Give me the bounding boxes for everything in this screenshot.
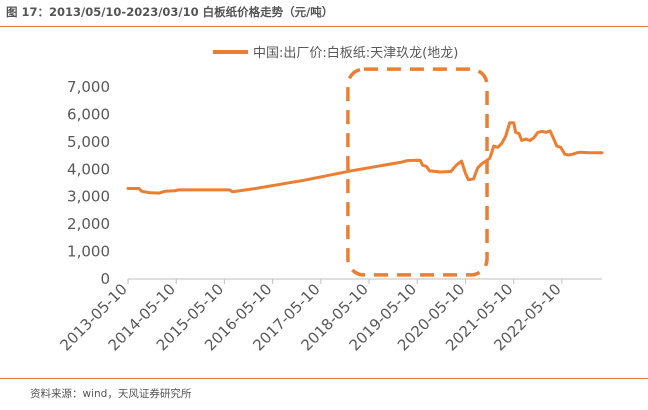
highlight-layer [346,67,489,277]
y-tick-label: 2,000 [67,215,110,233]
legend-label: 中国:出厂价:白板纸:天津玖龙(地龙) [253,45,458,61]
y-tick-label: 5,000 [67,133,110,151]
figure-title: 图 17：2013/05/10-2023/03/10 白板纸价格走势（元/吨） [6,5,334,19]
y-axis-ticks: 0 1,000 2,000 3,000 4,000 5,000 6,000 7,000 [67,78,110,288]
y-tick-label: 6,000 [67,105,110,123]
y-tick-label: 1,000 [67,243,110,261]
series-layer [126,121,604,195]
x-axis-ticks: 2013-05-102014-05-102015-05-102016-05-10… [56,279,565,354]
y-tick-label: 7,000 [67,78,110,96]
top-rule [0,26,648,27]
price-line-chart: 0 1,000 2,000 3,000 4,000 5,000 6,000 7,000 201… [56,45,604,354]
bottom-rule [0,378,648,379]
y-tick-label: 0 [100,270,110,288]
legend: 中国:出厂价:白板纸:天津玖龙(地龙) [213,45,458,61]
source-note: 资料来源：wind，天风证券研究所 [30,388,192,400]
highlight-box [346,67,489,277]
y-tick-label: 3,000 [67,188,110,206]
series-line [126,121,604,195]
y-tick-label: 4,000 [67,160,110,178]
